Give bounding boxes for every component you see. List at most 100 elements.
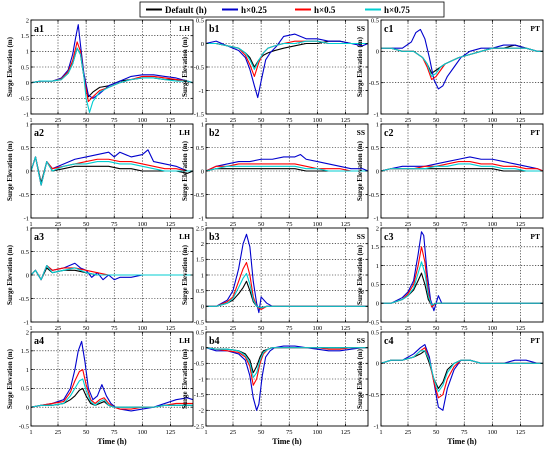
y-tick-label: 0.5 (21, 249, 29, 256)
panel-frame (380, 331, 544, 427)
y-tick-label: -0.5 (19, 96, 29, 103)
x-tick-label: 100 (138, 325, 148, 332)
y-axis-label: Surge Elevation (m) (356, 348, 364, 409)
legend-label-h075: h×0.75 (384, 5, 410, 15)
x-tick-label: 50 (433, 117, 440, 124)
x-tick-label: 75 (461, 117, 468, 124)
y-axis-label: Surge Elevation (m) (6, 348, 14, 409)
y-tick-label: 0 (26, 405, 29, 412)
series-line-h075 (381, 350, 543, 393)
panel-label: a3 (34, 232, 44, 243)
x-tick-label: 25 (405, 429, 412, 436)
x-tick-label: 1 (204, 429, 207, 436)
y-tick-label: 0 (201, 168, 204, 175)
y-tick-label: -1 (199, 215, 204, 222)
y-tick-label: -1 (24, 111, 29, 118)
x-tick-label: 125 (166, 117, 176, 124)
series-line-h075 (206, 40, 368, 70)
panel-location-tag: PT (530, 336, 540, 345)
x-tick-label: 50 (83, 429, 90, 436)
panel-location-tag: SS (357, 232, 365, 241)
series-line-h025 (206, 33, 368, 99)
y-tick-label: 1 (201, 272, 204, 279)
x-tick-label: 50 (83, 117, 90, 124)
x-tick-label: 75 (286, 429, 293, 436)
x-tick-label: 25 (230, 325, 237, 332)
panel-label: a1 (34, 24, 44, 35)
panel-frame (380, 227, 544, 323)
x-tick-label: 25 (230, 221, 237, 228)
panel-frame (380, 19, 544, 115)
y-tick-label: 0.5 (196, 145, 204, 152)
series-line-h05 (206, 163, 368, 172)
y-tick-label: 0.5 (371, 145, 379, 152)
series-group (381, 156, 543, 172)
series-line-h075 (381, 163, 543, 172)
y-tick-label: 1 (26, 225, 29, 232)
panel-location-tag: LH (179, 232, 190, 241)
y-tick-label: 0 (376, 361, 379, 368)
series-group (381, 28, 543, 90)
series-line-h075 (381, 47, 543, 77)
series-line-h025 (206, 345, 368, 411)
panel-location-tag: LH (179, 336, 190, 345)
x-tick-label: 75 (461, 325, 468, 332)
y-tick-label: -0.5 (19, 296, 29, 303)
x-tick-label: 100 (138, 117, 148, 124)
x-tick-label: 100 (313, 429, 323, 436)
y-tick-label: 0 (201, 41, 204, 48)
x-tick-label: 125 (516, 221, 526, 228)
panel-location-tag: PT (530, 128, 540, 137)
y-tick-label: 1 (26, 367, 29, 374)
x-tick-label: 1 (379, 221, 382, 228)
x-tick-label: 25 (230, 429, 237, 436)
panel-location-tag: SS (357, 336, 365, 345)
y-tick-label: 0 (26, 272, 29, 279)
x-tick-label: 25 (55, 221, 62, 228)
y-tick-label: -0.5 (194, 319, 204, 326)
series-line-h075 (31, 378, 193, 408)
series-group (31, 340, 193, 412)
y-tick-label: -2.5 (194, 423, 204, 430)
x-tick-label: 50 (258, 429, 265, 436)
x-tick-label: 50 (433, 429, 440, 436)
x-tick-label: 1 (204, 117, 207, 124)
x-tick-label: 25 (405, 221, 412, 228)
panel-label: a2 (34, 128, 44, 139)
y-tick-label: -0.5 (194, 361, 204, 368)
x-tick-label: 1 (379, 117, 382, 124)
y-tick-label: 0 (26, 168, 29, 175)
y-tick-label: 1.5 (196, 257, 204, 264)
y-tick-label: 0 (376, 168, 379, 175)
x-tick-label: 125 (341, 325, 351, 332)
panel-frame (30, 331, 194, 427)
x-tick-label: 75 (286, 117, 293, 124)
y-tick-label: 0 (201, 304, 204, 311)
series-line-h075 (381, 261, 543, 306)
y-axis-label: Surge Elevation (m) (6, 36, 14, 97)
y-tick-label: 0.5 (21, 386, 29, 393)
y-tick-label: 0 (376, 49, 379, 56)
x-tick-label: 100 (488, 117, 498, 124)
x-tick-label: 125 (166, 429, 176, 436)
y-tick-label: -1 (199, 88, 204, 95)
y-tick-label: 1 (376, 263, 379, 270)
legend-label-h025: h×0.25 (241, 5, 267, 15)
panel-label: b3 (209, 232, 220, 243)
x-tick-label: 50 (83, 325, 90, 332)
y-tick-label: -1.5 (194, 111, 204, 118)
y-tick-label: 2 (201, 241, 204, 248)
y-tick-label: -1 (374, 215, 379, 222)
panel-label: c1 (384, 24, 393, 35)
panel-label: c3 (384, 232, 393, 243)
y-tick-label: 0.5 (21, 145, 29, 152)
series-line-h075 (31, 265, 193, 281)
x-tick-label: 100 (138, 221, 148, 228)
series-group (31, 24, 193, 113)
